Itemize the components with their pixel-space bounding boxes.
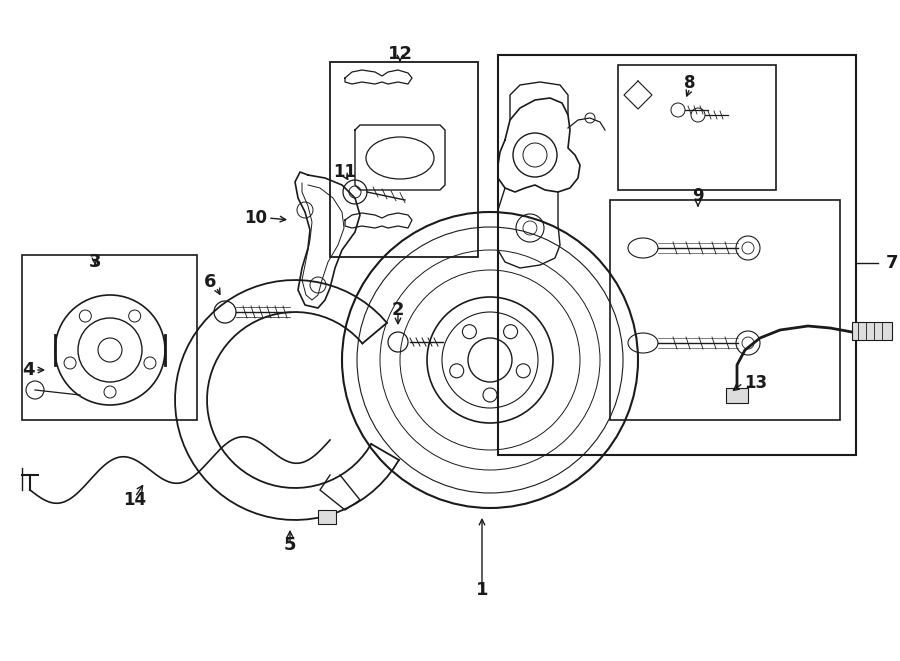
Text: 6: 6 — [203, 273, 216, 291]
Bar — [726, 388, 748, 403]
Text: 14: 14 — [123, 491, 147, 509]
Text: 5: 5 — [284, 536, 296, 554]
Text: 9: 9 — [692, 187, 704, 205]
Text: 1: 1 — [476, 581, 488, 599]
Text: 8: 8 — [684, 74, 696, 92]
Bar — [610, 200, 840, 420]
Bar — [618, 65, 776, 190]
Text: 2: 2 — [392, 301, 404, 319]
Text: 13: 13 — [744, 374, 768, 392]
Text: 7: 7 — [886, 254, 898, 272]
Text: 10: 10 — [245, 209, 267, 227]
Bar — [330, 62, 478, 257]
Bar — [318, 510, 336, 524]
Text: 3: 3 — [89, 253, 101, 271]
Text: 11: 11 — [334, 163, 356, 181]
Text: 4: 4 — [22, 361, 34, 379]
Bar — [852, 322, 892, 340]
Bar — [498, 55, 856, 455]
Bar — [22, 255, 197, 420]
Text: 12: 12 — [388, 45, 412, 63]
